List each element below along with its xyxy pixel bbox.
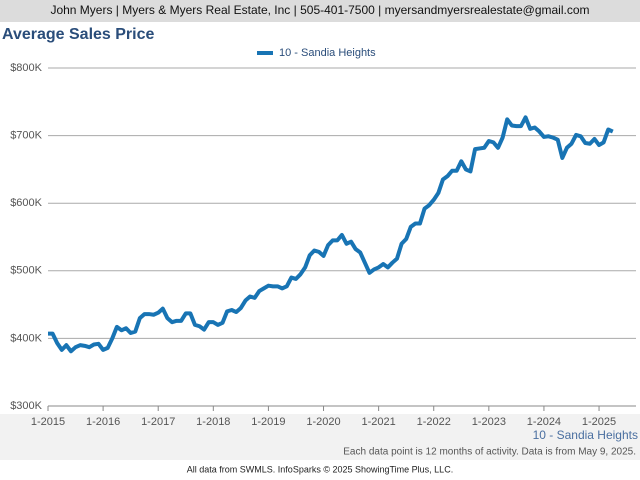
footer-band [0,414,640,460]
footer: All data from SWMLS. InfoSparks © 2025 S… [187,464,453,474]
legend-label: 10 - Sandia Heights [279,47,376,59]
y-tick-label: $600K [10,197,42,209]
x-tick-label: 1-2025 [582,416,616,428]
x-tick-label: 1-2024 [527,416,561,428]
note: Each data point is 12 months of activity… [343,447,636,458]
x-tick-label: 1-2015 [31,416,65,428]
x-tick-label: 1-2019 [251,416,285,428]
x-tick-label: 1-2020 [306,416,340,428]
chart-title: Average Sales Price [2,26,155,43]
series-label: 10 - Sandia Heights [533,428,638,442]
y-tick-label: $800K [10,62,42,74]
x-tick-label: 1-2016 [86,416,120,428]
x-tick-label: 1-2017 [141,416,175,428]
x-tick-label: 1-2022 [417,416,451,428]
x-tick-label: 1-2023 [472,416,506,428]
x-tick-label: 1-2018 [196,416,230,428]
y-tick-label: $700K [10,130,42,142]
header-bar [0,0,640,22]
y-tick-label: $300K [10,400,42,412]
y-tick-label: $500K [10,265,42,277]
y-tick-label: $400K [10,332,42,344]
header: John Myers | Myers & Myers Real Estate, … [50,3,589,17]
x-tick-label: 1-2021 [361,416,395,428]
series-line [48,115,614,354]
